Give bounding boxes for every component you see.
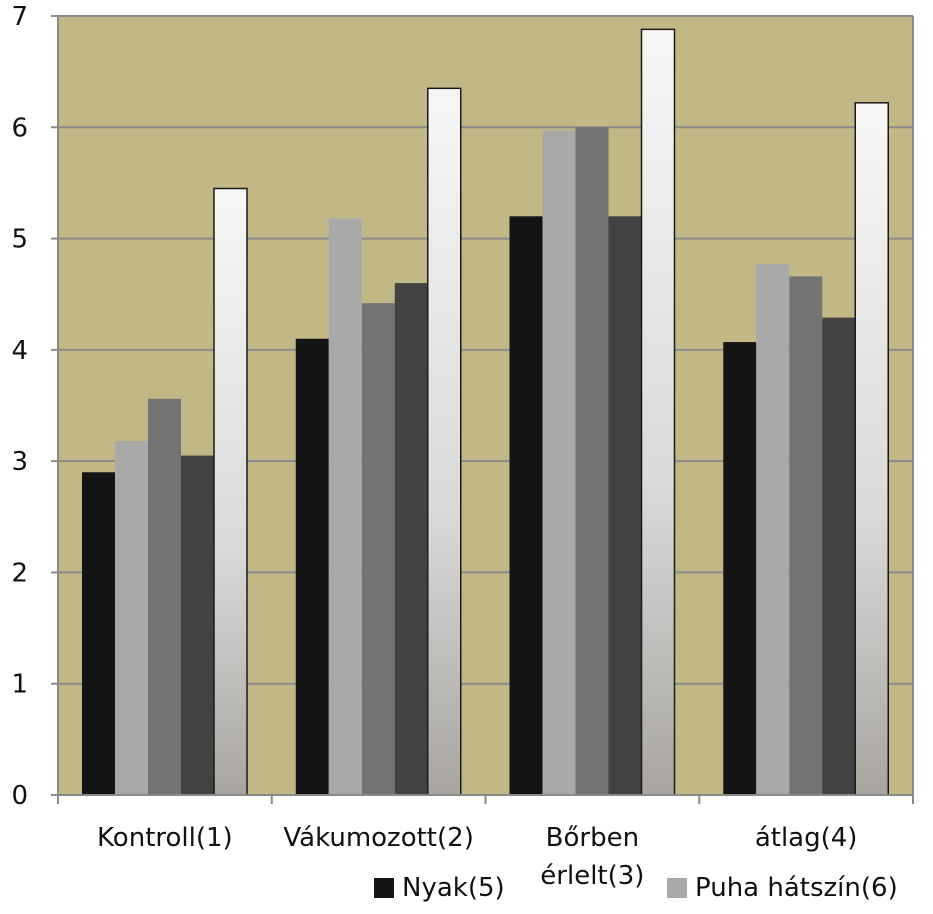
bar <box>427 87 462 796</box>
bar <box>854 102 889 796</box>
legend-label-2: Puha hátszín(6) <box>695 873 898 903</box>
y-tick-label: 3 <box>11 447 28 477</box>
y-tick-label: 6 <box>11 113 28 143</box>
bar <box>542 130 576 796</box>
y-tick-label: 1 <box>11 670 28 700</box>
y-tick-labels: 0 1 2 3 4 5 6 7 <box>11 2 28 811</box>
y-tick-label: 0 <box>11 781 28 811</box>
legend-swatch-2 <box>667 878 687 898</box>
bar <box>82 472 115 795</box>
legend-label-1: Nyak(5) <box>402 873 505 903</box>
bar <box>723 342 757 795</box>
bar <box>213 187 248 796</box>
y-tick-label: 4 <box>11 336 28 366</box>
bar <box>509 216 543 796</box>
bar <box>148 398 181 795</box>
legend-swatch-1 <box>374 878 394 898</box>
bar <box>575 127 609 796</box>
bar <box>822 317 856 795</box>
y-tick-label: 7 <box>11 2 28 32</box>
y-tick-label: 2 <box>11 558 28 588</box>
category-label: Kontroll(1) <box>97 823 233 853</box>
bars <box>82 28 889 796</box>
bar <box>361 303 395 795</box>
legend-item-2: Puha hátszín(6) <box>667 868 898 908</box>
category-label: átlag(4) <box>755 823 858 853</box>
bar <box>115 441 148 795</box>
bar <box>756 264 790 796</box>
y-tick-label: 5 <box>11 225 28 255</box>
bar <box>394 283 428 795</box>
category-labels: Kontroll(1) Vákumozott(2) Bőrben érlelt(3) á… <box>97 823 857 891</box>
bar <box>181 455 214 795</box>
bar <box>640 28 676 796</box>
legend-item-1: Nyak(5) <box>374 868 505 908</box>
category-label: Vákumozott(2) <box>283 823 473 853</box>
bar <box>295 338 329 795</box>
bar <box>328 218 362 796</box>
bar <box>789 276 823 795</box>
category-label: Bőrben érlelt(3) <box>540 823 644 891</box>
bar <box>608 216 642 796</box>
axes <box>57 15 914 804</box>
